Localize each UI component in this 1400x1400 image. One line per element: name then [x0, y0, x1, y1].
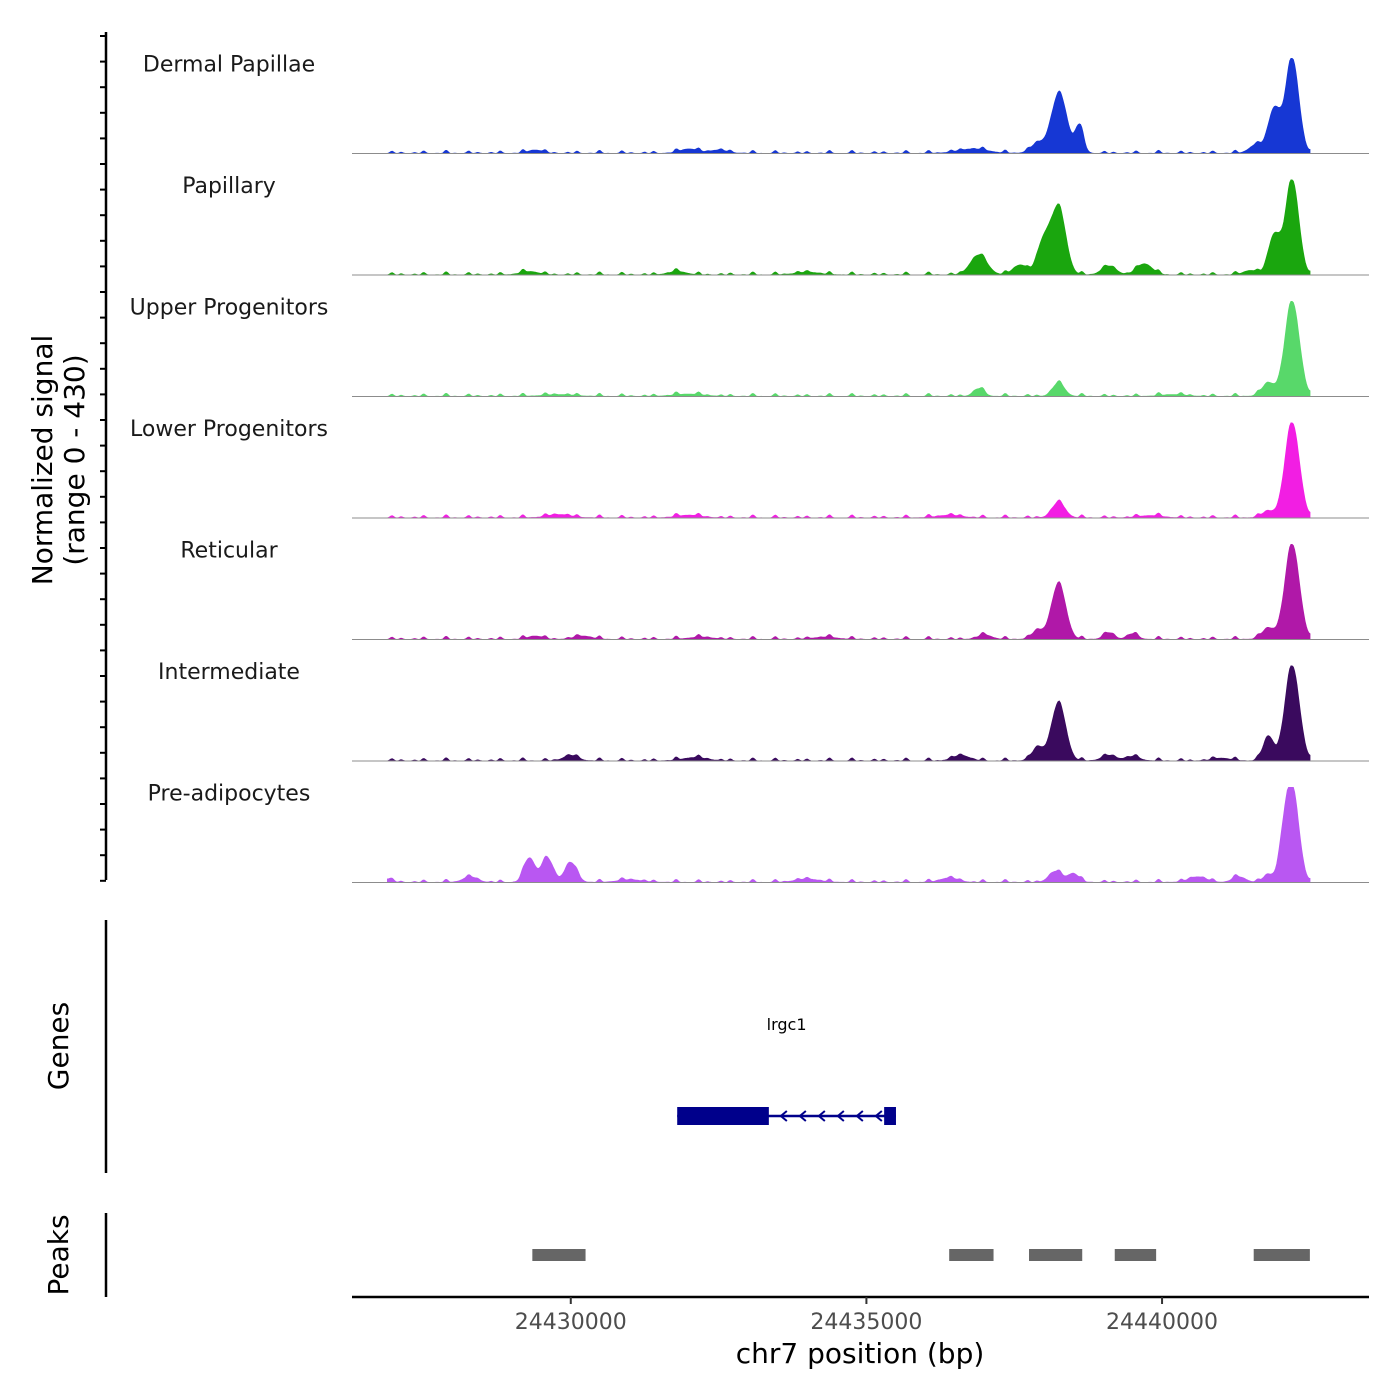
signal-area [387, 301, 1311, 398]
strand-arrow [798, 1110, 807, 1122]
track-label: Reticular [180, 539, 278, 564]
peak-region [1029, 1249, 1083, 1261]
gene-track [677, 1107, 896, 1125]
signal-area [387, 179, 1311, 276]
track-label: Intermediate [158, 660, 300, 685]
track-label: Upper Progenitors [130, 296, 329, 321]
signal-y-axis [100, 32, 108, 882]
x-axis-title: chr7 position (bp) [736, 1337, 985, 1370]
x-tick-label: 24435000 [810, 1310, 922, 1335]
signal-tracks: Dermal Papillae Papillary Upper Progenitor… [130, 53, 1369, 884]
x-axis-ticks: 24430000 24435000 24440000 [515, 1297, 1218, 1335]
track-label: Lower Progenitors [130, 417, 328, 442]
track-4: Reticular [180, 539, 1369, 641]
signal-area [387, 58, 1311, 155]
y-axis-title-line2: (range 0 - 430) [58, 354, 91, 565]
x-tick-label: 24440000 [1106, 1310, 1218, 1335]
peak-region [949, 1249, 994, 1261]
x-tick-label: 24430000 [515, 1310, 627, 1335]
signal-area [387, 544, 1311, 641]
track-1: Papillary [182, 174, 1369, 276]
track-0: Dermal Papillae [143, 53, 1369, 155]
strand-arrow [874, 1110, 883, 1122]
signal-area [387, 665, 1311, 762]
strand-arrow [779, 1110, 788, 1122]
track-label: Papillary [182, 174, 276, 199]
signal-area [387, 787, 1311, 884]
peaks-track-label: Peaks [42, 1214, 75, 1295]
track-label: Dermal Papillae [143, 53, 315, 78]
track-2: Upper Progenitors [130, 296, 1369, 398]
track-5: Intermediate [158, 660, 1369, 762]
gene-exon-block [884, 1107, 896, 1125]
peak-region [1114, 1249, 1157, 1261]
track-label: Pre-adipocytes [148, 782, 311, 807]
y-axis-title-line1: Normalized signal [26, 335, 59, 586]
signal-area [387, 422, 1311, 519]
track-6: Pre-adipocytes [148, 782, 1369, 884]
strand-arrow [836, 1110, 845, 1122]
peak-region [1253, 1249, 1310, 1261]
strand-arrow [817, 1110, 826, 1122]
peak-region [532, 1249, 586, 1261]
track-3: Lower Progenitors [130, 417, 1369, 519]
strand-arrow [855, 1110, 864, 1122]
gene-name-label: lrgc1 [767, 1015, 807, 1034]
genes-track-label: Genes [42, 1002, 75, 1090]
peaks-track [532, 1249, 1310, 1261]
gene-exon-block [677, 1107, 769, 1125]
